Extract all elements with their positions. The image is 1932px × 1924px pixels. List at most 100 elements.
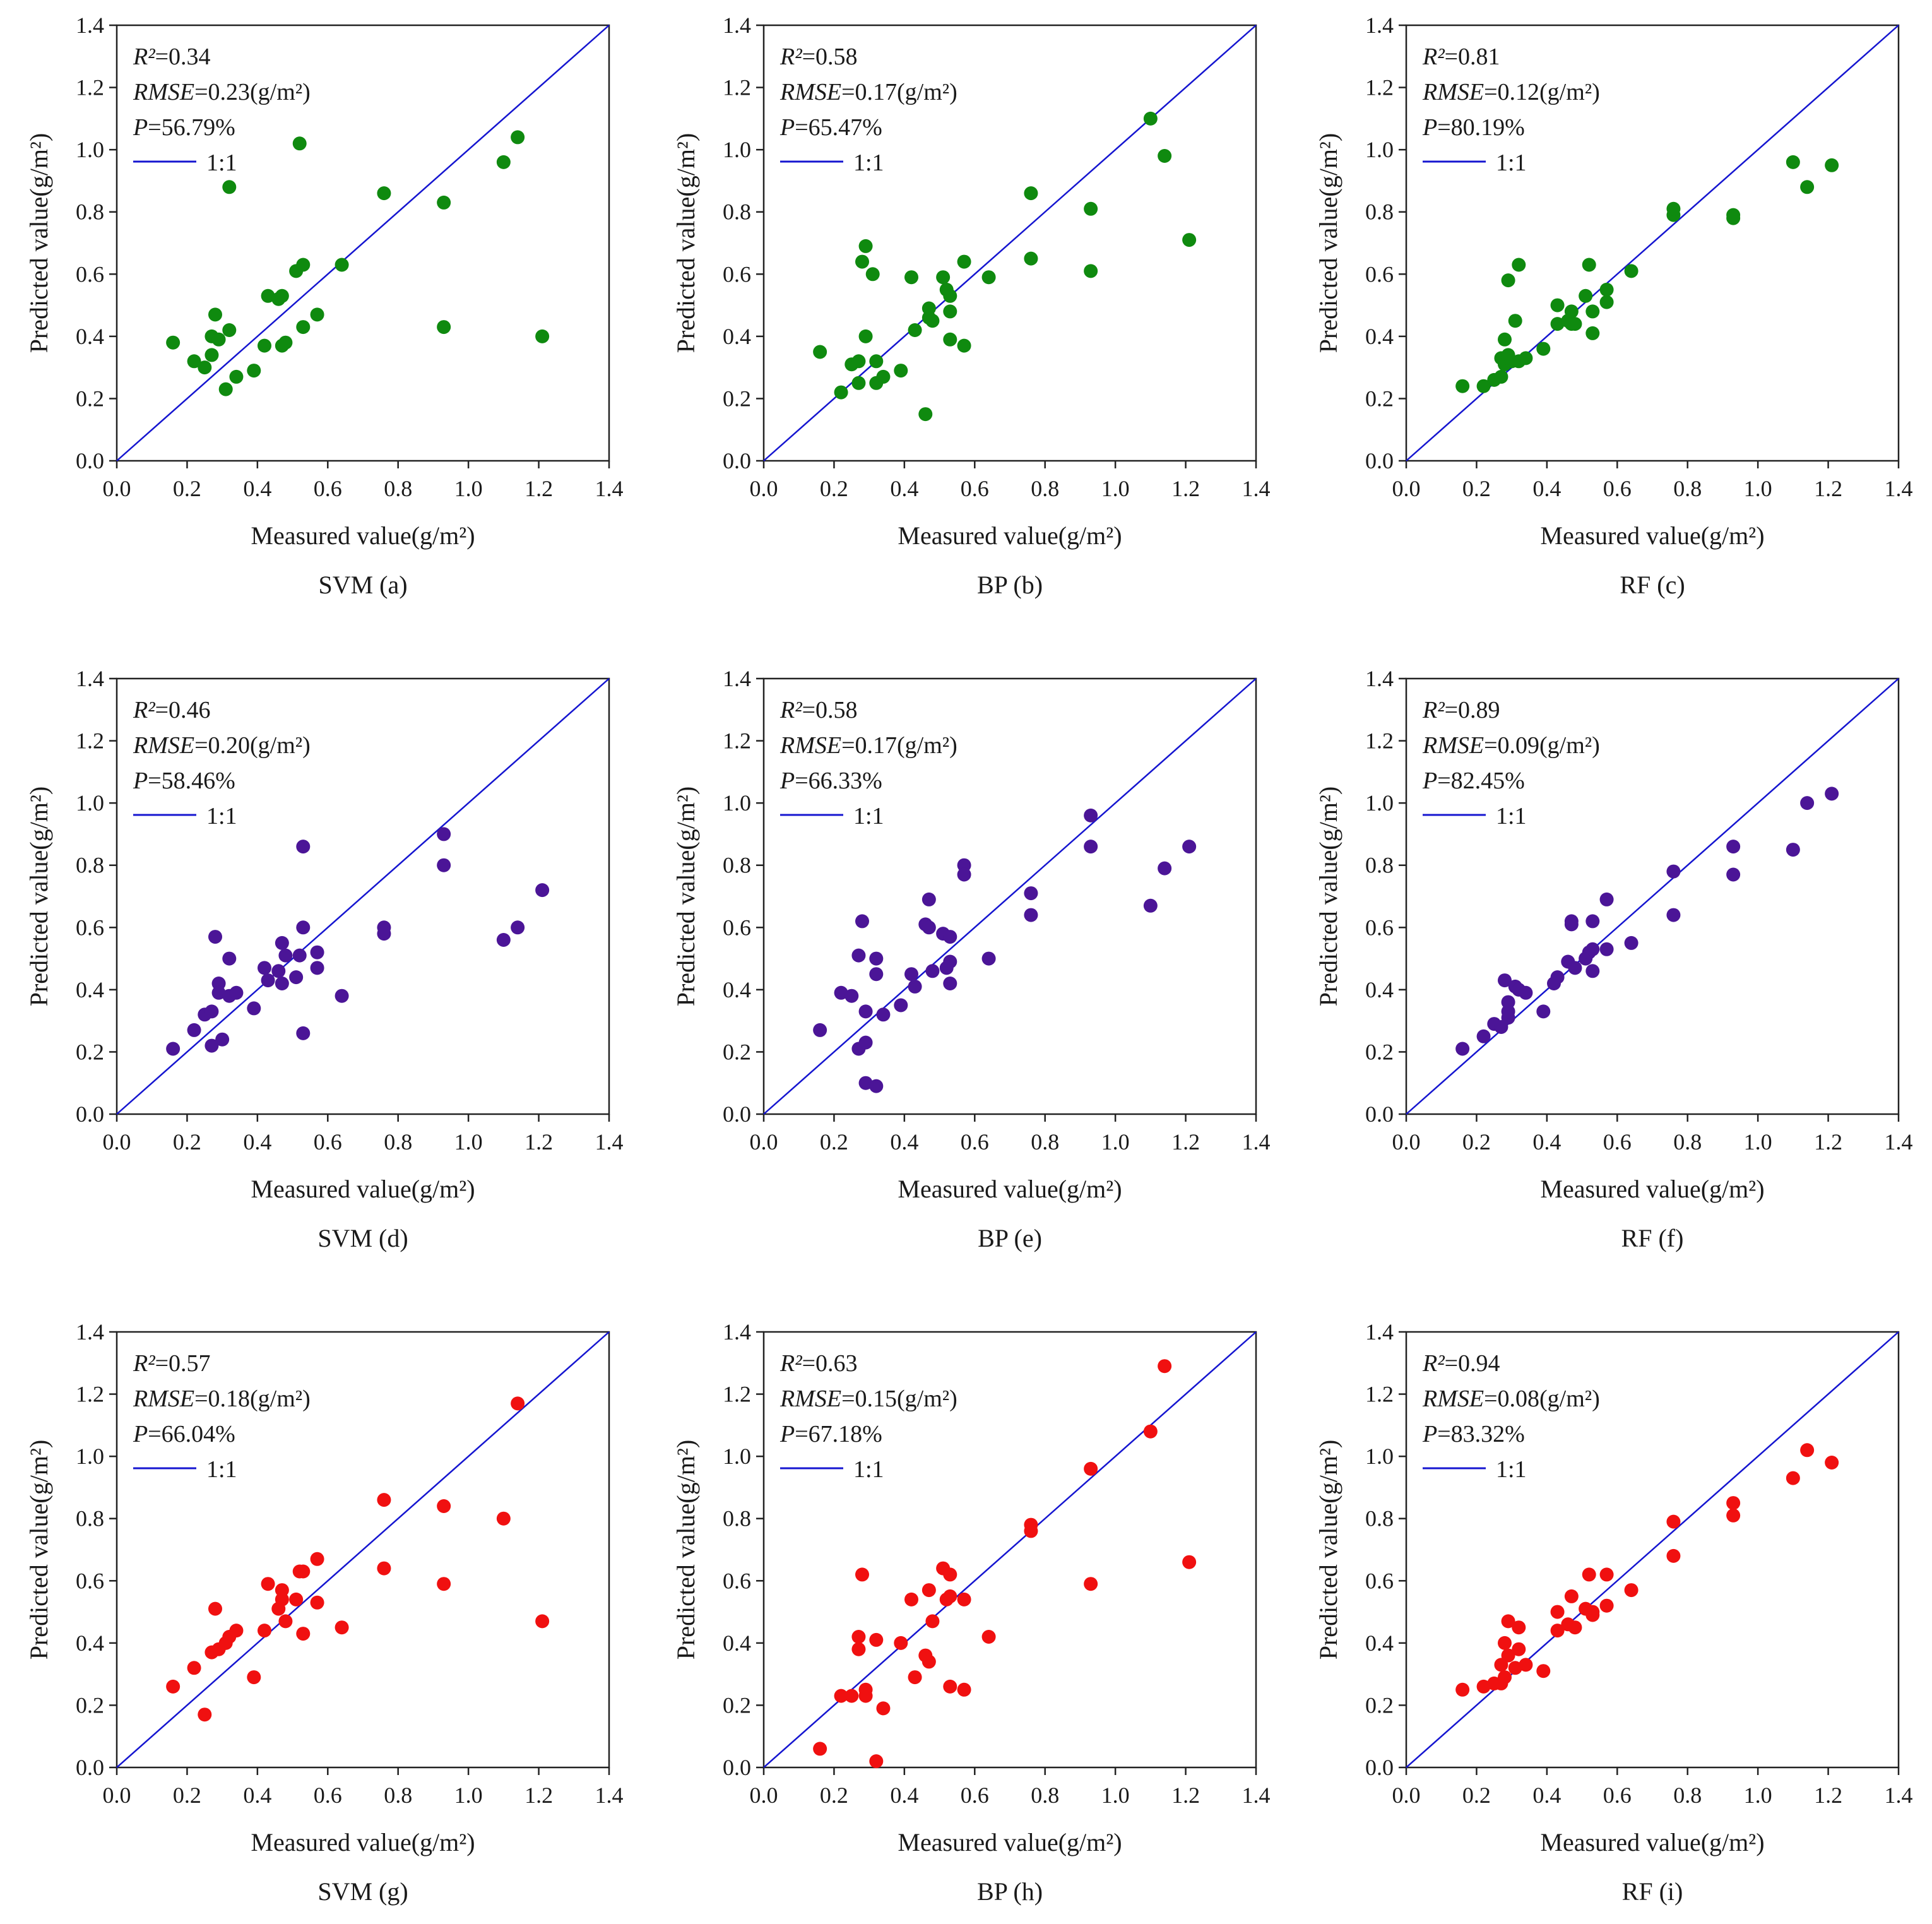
data-point (296, 320, 311, 335)
reference-line-1-1 (116, 1331, 610, 1768)
chart-panel: 0.0 0.0 0.2 0.2 0.4 0.4 0.6 0.6 0.8 0.8 1.0 1.0 1.2 1… (1314, 13, 1913, 599)
data-point (222, 180, 237, 194)
data-point (437, 320, 451, 335)
stat-rmse-value: =0.17(g/m²) (841, 79, 957, 105)
y-tick-label: 1.2 (723, 1382, 751, 1407)
stat-p-value: =58.46% (148, 768, 235, 794)
plot-frame (1405, 1331, 1900, 1769)
data-point (1624, 935, 1639, 950)
stat-p: P=67.18% (779, 1421, 882, 1447)
data-point (1568, 1620, 1582, 1635)
x-tick-label: 1.4 (1885, 476, 1913, 501)
stat-r2: R²=0.58 (779, 44, 858, 70)
data-point (377, 186, 391, 201)
stat-rmse-value: =0.12(g/m²) (1484, 79, 1600, 105)
stat-r2: R²=0.89 (1422, 697, 1500, 723)
data-point (1084, 1461, 1098, 1476)
reference-line-1-1 (1406, 1331, 1899, 1768)
data-point (834, 985, 848, 1000)
data-point (1182, 1555, 1197, 1569)
data-point (865, 267, 880, 282)
stat-p-label: P (1422, 114, 1437, 141)
stat-p: P=66.33% (779, 768, 882, 794)
y-tick-label: 0.2 (1365, 1039, 1394, 1064)
x-tick-label: 0.4 (890, 476, 918, 501)
data-point (278, 335, 293, 350)
data-point (943, 1589, 957, 1603)
y-tick-label: 0.6 (76, 261, 104, 287)
x-tick-label: 0.6 (1603, 1129, 1632, 1155)
data-point (229, 985, 244, 1000)
data-point (1476, 1029, 1491, 1043)
y-tick-label: 0.4 (1365, 977, 1394, 1002)
data-point (310, 1552, 324, 1566)
data-point (1825, 1456, 1839, 1470)
y-tick-label: 1.4 (1365, 1319, 1394, 1345)
data-point (247, 364, 261, 378)
data-point (922, 301, 936, 316)
reference-line-1-1 (763, 678, 1257, 1115)
data-point (904, 967, 918, 982)
data-point (1501, 995, 1515, 1009)
data-point (1084, 1577, 1098, 1591)
data-point (1498, 332, 1512, 347)
x-tick-label: 0.0 (1392, 476, 1421, 501)
y-tick-label: 0.0 (723, 1102, 751, 1127)
data-point (377, 927, 391, 941)
y-axis-title: Predicted value(g/m²) (1314, 1440, 1342, 1660)
panel-caption: SVM (d) (317, 1224, 408, 1252)
data-point (310, 961, 324, 975)
y-tick-label: 1.2 (723, 75, 751, 100)
x-axis-title: Measured value(g/m²) (251, 521, 475, 550)
stat-rmse-value: =0.15(g/m²) (841, 1386, 957, 1412)
data-point (1476, 379, 1491, 393)
x-tick-label: 0.2 (820, 1129, 848, 1155)
data-point (247, 1001, 261, 1016)
data-point (1024, 886, 1038, 901)
data-point (869, 354, 884, 369)
data-point (1599, 295, 1614, 309)
x-tick-label: 1.0 (454, 1783, 483, 1808)
data-point (229, 369, 244, 384)
stat-p-value: =67.18% (795, 1421, 882, 1447)
x-tick-label: 0.2 (820, 476, 848, 501)
reference-line-1-1 (116, 25, 610, 461)
y-tick-label: 1.4 (723, 1319, 751, 1345)
data-point (1476, 1679, 1491, 1694)
data-point (229, 1624, 244, 1638)
data-point (1455, 1042, 1470, 1056)
y-tick-label: 0.8 (723, 199, 751, 225)
data-point (876, 369, 891, 384)
stat-rmse-value: =0.23(g/m²) (194, 79, 311, 105)
data-point (869, 1632, 884, 1647)
y-tick-label: 0.2 (1365, 386, 1394, 411)
stat-r2-value: =0.57 (155, 1350, 211, 1377)
x-tick-label: 1.0 (1744, 1783, 1772, 1808)
y-tick-label: 0.6 (1365, 1568, 1394, 1593)
data-point (292, 948, 307, 963)
stat-p-label: P (1422, 768, 1437, 794)
data-point (1550, 1605, 1565, 1619)
data-point (289, 1592, 304, 1606)
data-point (855, 254, 869, 269)
y-tick-label: 0.4 (723, 1630, 751, 1656)
data-point (211, 985, 226, 1000)
data-point (943, 332, 957, 347)
y-axis-title: Predicted value(g/m²) (25, 1440, 53, 1660)
data-point (258, 961, 271, 975)
data-point (1585, 914, 1600, 929)
data-point (894, 998, 908, 1012)
x-tick-label: 0.0 (103, 1129, 131, 1155)
data-point (1599, 892, 1614, 906)
data-point (869, 951, 884, 966)
x-tick-label: 1.0 (1744, 1129, 1772, 1155)
stat-r2-value: =0.89 (1445, 697, 1500, 723)
y-tick-label: 0.4 (76, 1630, 104, 1656)
data-point (1568, 317, 1582, 331)
y-axis-title: Predicted value(g/m²) (1314, 133, 1342, 353)
data-point (1519, 985, 1533, 1000)
data-point (908, 1670, 922, 1685)
y-axis-title: Predicted value(g/m²) (672, 787, 700, 1007)
x-tick-label: 1.4 (1885, 1129, 1913, 1155)
stat-r2: R²=0.63 (779, 1350, 858, 1377)
